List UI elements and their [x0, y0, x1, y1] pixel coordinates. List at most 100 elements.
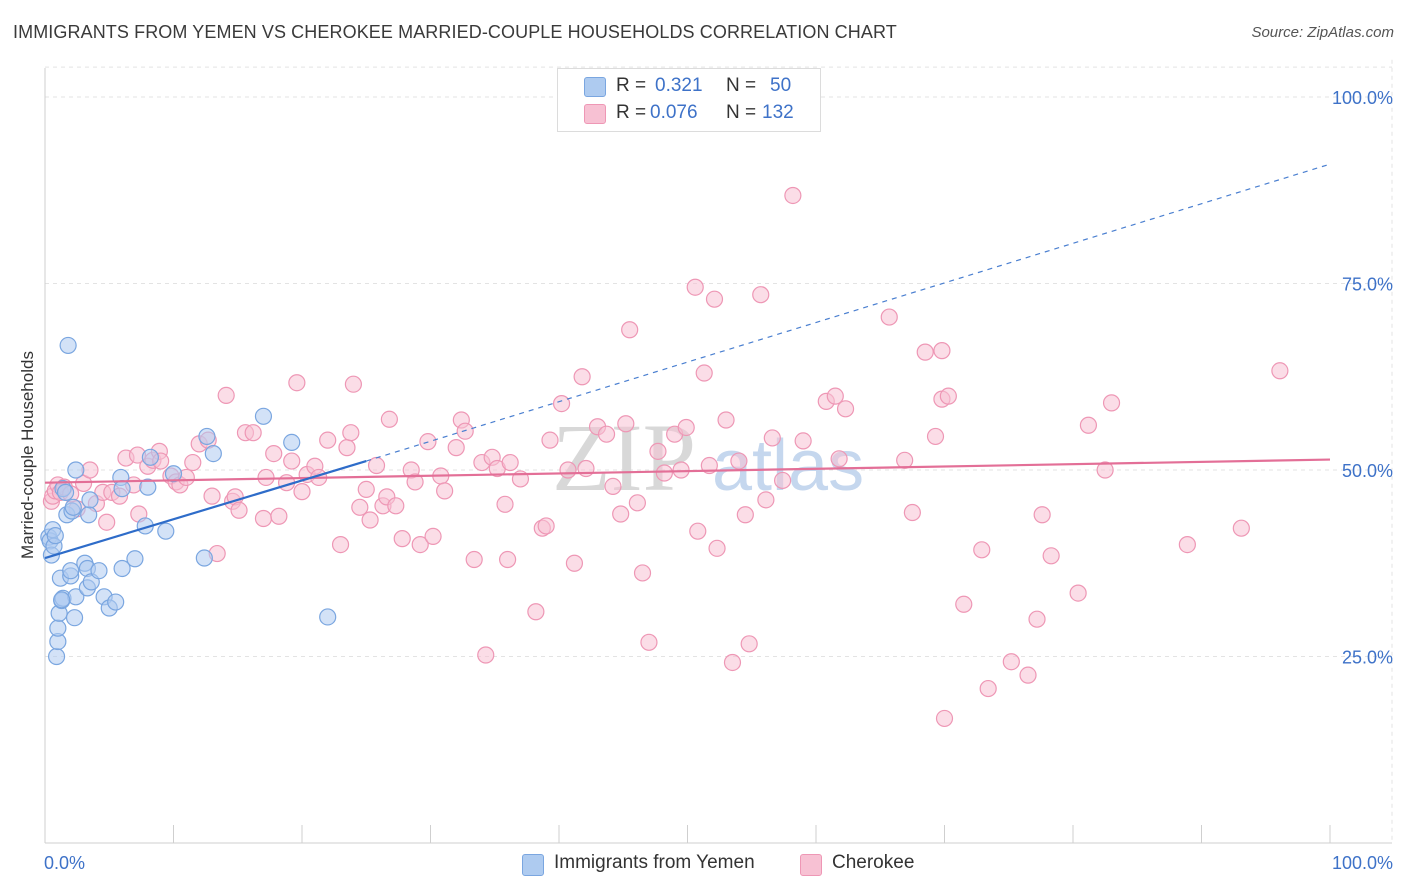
cherokee-point: [254, 509, 273, 528]
cherokee-point: [1019, 666, 1037, 684]
legend-n-value: 132: [762, 102, 794, 123]
cherokee-point: [447, 439, 465, 457]
cherokee-point: [880, 308, 898, 326]
cherokee-point: [477, 646, 495, 664]
yemen-point: [198, 427, 216, 446]
cherokee-point: [672, 461, 690, 479]
cherokee-point: [640, 633, 658, 651]
cherokee-point: [695, 364, 713, 382]
yemen-point: [67, 461, 85, 479]
bottom-legend-swatch-cherokee: [800, 854, 822, 876]
cherokee-point: [1096, 461, 1114, 479]
yemen-point: [90, 562, 108, 580]
yemen-point: [59, 336, 77, 355]
yemen-point: [65, 609, 84, 627]
cherokee-point: [573, 368, 591, 386]
legend-n-value: 50: [770, 75, 792, 96]
cherokee-point: [784, 186, 802, 205]
cherokee-point: [935, 709, 954, 728]
cherokee-point: [361, 511, 379, 529]
yemen-point: [283, 433, 301, 451]
cherokee-point: [98, 513, 116, 531]
correlation-legend: R = 0.321 N = 50 R = 0.076 N = 132: [557, 68, 821, 132]
cherokee-point: [939, 387, 957, 405]
cherokee-point: [1069, 584, 1087, 602]
yemen-point: [164, 465, 183, 483]
cherokee-point: [979, 679, 997, 698]
legend-r-value: 0.076: [650, 102, 698, 123]
cherokee-point: [916, 343, 934, 361]
chart-title: IMMIGRANTS FROM YEMEN VS CHEROKEE MARRIE…: [13, 22, 897, 42]
cherokee-points: [42, 186, 1289, 728]
cherokee-point: [411, 535, 429, 554]
yemen-point: [254, 407, 273, 425]
cherokee-point: [338, 439, 356, 457]
yemen-point: [46, 527, 64, 545]
cherokee-point: [730, 452, 748, 470]
cherokee-point: [342, 424, 360, 442]
yemen-point: [80, 506, 98, 524]
cherokee-point: [896, 451, 914, 469]
cherokee-point: [501, 453, 519, 472]
cherokee-point: [393, 530, 411, 548]
cherokee-point: [955, 595, 973, 613]
cherokee-point: [184, 453, 202, 472]
yemen-point: [56, 483, 75, 501]
cherokee-point: [830, 450, 848, 468]
yemen-point: [195, 549, 213, 567]
cherokee-point: [794, 432, 812, 450]
cherokee-point: [1079, 416, 1098, 434]
cherokee-point: [319, 431, 337, 449]
cherokee-point: [387, 497, 405, 515]
cherokee-point: [424, 527, 442, 545]
legend-swatch-cherokee: [584, 104, 606, 124]
cherokee-point: [1028, 610, 1046, 628]
yemen-trend-extension: [366, 163, 1331, 462]
cherokee-point: [633, 564, 652, 582]
cherokee-point: [973, 541, 991, 559]
cherokee-point: [903, 503, 921, 522]
y-tick-label: 25.0%: [1342, 648, 1393, 668]
cherokee-point: [436, 482, 454, 500]
cherokee-point: [723, 653, 742, 672]
yemen-point: [113, 480, 131, 498]
legend-n-label: N =: [726, 75, 757, 96]
legend-r-label: R =: [616, 102, 647, 123]
cherokee-point: [926, 427, 945, 446]
cherokee-point: [700, 456, 718, 475]
bottom-legend-label-cherokee: Cherokee: [832, 852, 915, 873]
cherokee-point: [1102, 394, 1121, 412]
yemen-point: [319, 608, 337, 626]
cherokee-point: [836, 400, 855, 418]
cherokee-point: [244, 424, 262, 442]
cherokee-point: [288, 374, 306, 392]
x-tick-label: 100.0%: [1332, 853, 1393, 873]
cherokee-point: [628, 494, 646, 512]
x-tick-label: 0.0%: [44, 853, 85, 873]
cherokee-point: [552, 395, 571, 413]
tick-labels: 25.0% 50.0% 75.0% 100.0% 0.0% 100.0%: [44, 88, 1393, 873]
yemen-point: [49, 619, 67, 637]
cherokee-point: [465, 550, 483, 569]
cherokee-point: [612, 505, 630, 523]
cherokee-point: [705, 290, 724, 308]
cherokee-point: [677, 418, 695, 437]
yemen-point: [107, 593, 125, 611]
cherokee-point: [265, 444, 283, 463]
legend-n-label: N =: [726, 102, 757, 123]
cherokee-point: [527, 603, 545, 621]
yemen-point: [139, 478, 157, 496]
cherokee-point: [736, 506, 754, 524]
legend-r-value: 0.321: [655, 75, 703, 96]
cherokee-point: [1271, 362, 1289, 380]
cherokee-point: [217, 386, 235, 404]
cherokee-point: [496, 495, 514, 513]
cherokee-point: [757, 491, 775, 509]
cherokee-point: [649, 442, 667, 460]
cherokee-point: [763, 429, 781, 447]
yemen-trend-line: [44, 459, 367, 560]
cherokee-point: [344, 375, 362, 393]
yemen-point: [64, 498, 82, 516]
cherokee-point: [380, 410, 398, 428]
